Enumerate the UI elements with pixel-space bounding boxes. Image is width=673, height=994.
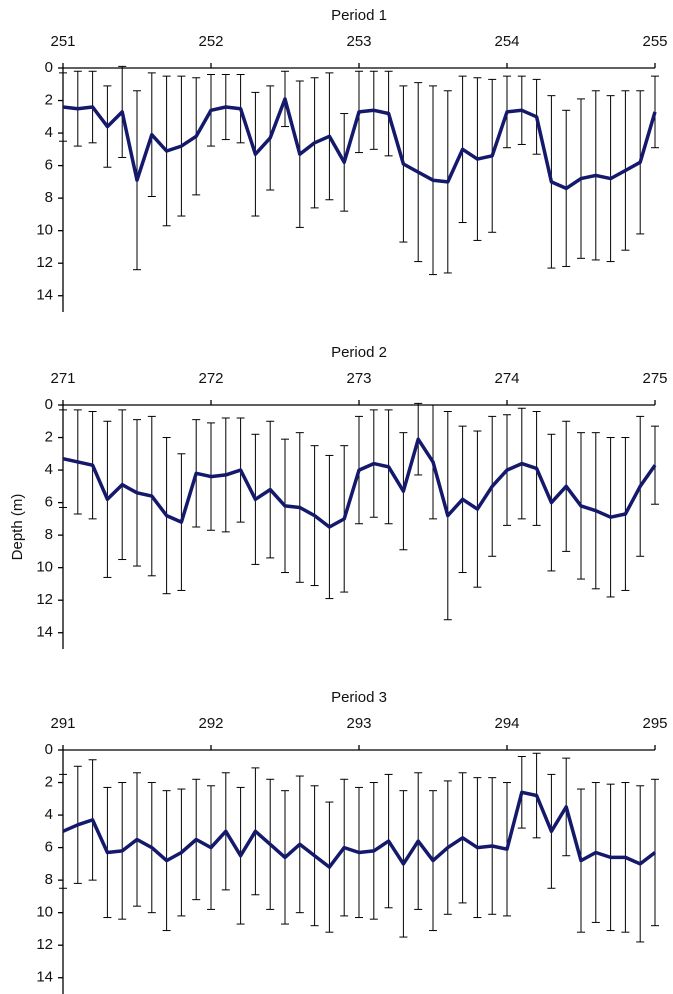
y-tick-label: 14	[36, 624, 53, 641]
panel-title: Period 1	[331, 7, 387, 24]
x-tick-label: 254	[494, 33, 519, 50]
x-tick-label: 294	[494, 715, 519, 732]
y-tick-label: 4	[45, 461, 53, 478]
y-tick-label: 12	[36, 936, 53, 953]
y-tick-label: 14	[36, 287, 53, 304]
x-tick-label: 295	[642, 715, 667, 732]
x-tick-label: 274	[494, 370, 519, 387]
x-tick-label: 251	[50, 33, 75, 50]
y-tick-label: 6	[45, 494, 53, 511]
y-tick-label: 2	[45, 429, 53, 446]
x-tick-label: 292	[198, 715, 223, 732]
y-tick-label: 4	[45, 806, 53, 823]
y-tick-label: 2	[45, 774, 53, 791]
y-tick-label: 6	[45, 157, 53, 174]
data-line	[62, 790, 657, 869]
y-tick-label: 0	[45, 59, 53, 76]
data-line	[62, 437, 657, 529]
panel-title: Period 2	[331, 344, 387, 361]
error-bar	[59, 409, 67, 508]
y-tick-label: 10	[36, 559, 53, 576]
y-tick-label: 10	[36, 904, 53, 921]
x-tick-label: 273	[346, 370, 371, 387]
x-tick-label: 275	[642, 370, 667, 387]
data-line	[62, 97, 657, 191]
panel-title: Period 3	[331, 689, 387, 706]
y-tick-label: 0	[45, 741, 53, 758]
x-tick-label: 271	[50, 370, 75, 387]
y-tick-label: 12	[36, 254, 53, 271]
x-tick-label: 255	[642, 33, 667, 50]
y-tick-label: 6	[45, 839, 53, 856]
y-tick-label: 8	[45, 871, 53, 888]
error-bar	[651, 425, 659, 505]
x-tick-label: 293	[346, 715, 371, 732]
y-tick-label: 14	[36, 969, 53, 986]
y-tick-label: 0	[45, 396, 53, 413]
y-tick-label: 4	[45, 124, 53, 141]
error-bar	[651, 778, 659, 927]
y-tick-label: 8	[45, 526, 53, 543]
x-tick-label: 291	[50, 715, 75, 732]
y-tick-label: 2	[45, 92, 53, 109]
error-bar	[59, 773, 67, 889]
x-tick-label: 253	[346, 33, 371, 50]
y-axis-label: Depth (m)	[9, 494, 26, 561]
y-tick-label: 8	[45, 189, 53, 206]
x-tick-label: 272	[198, 370, 223, 387]
x-tick-label: 252	[198, 33, 223, 50]
y-tick-label: 12	[36, 591, 53, 608]
y-tick-label: 10	[36, 222, 53, 239]
